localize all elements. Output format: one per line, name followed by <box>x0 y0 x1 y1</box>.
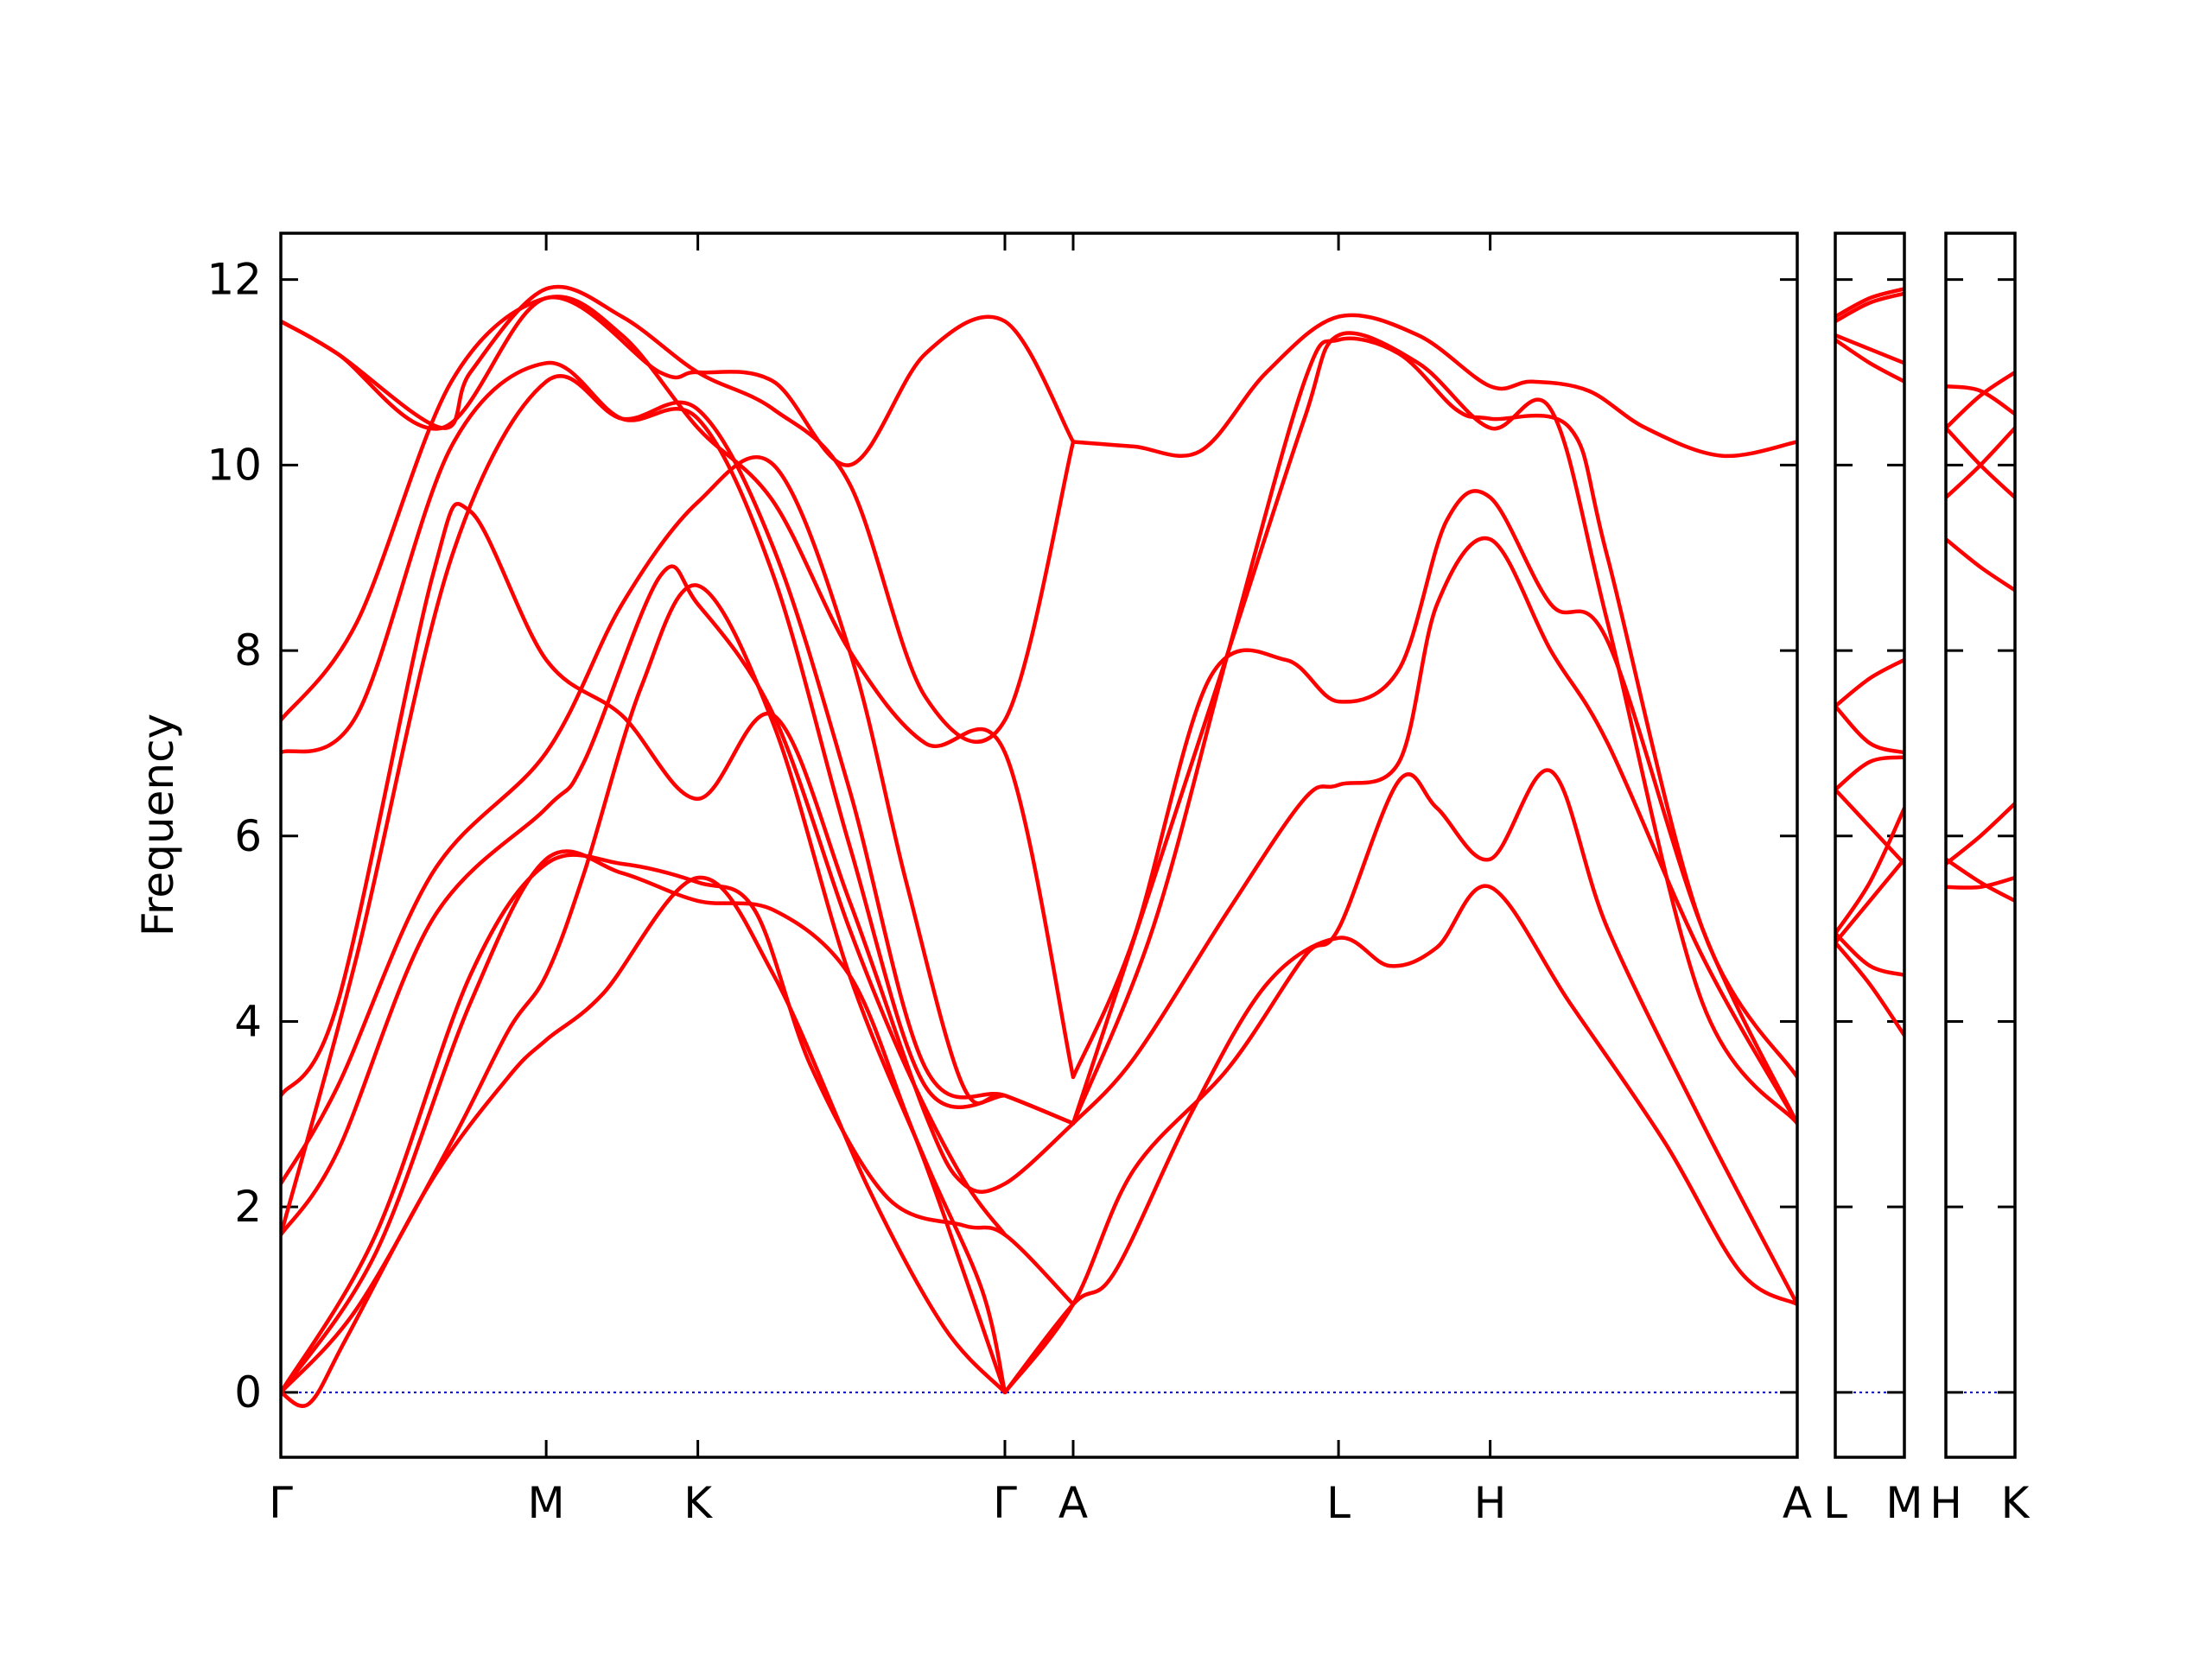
x-tick-label: M <box>528 1478 565 1528</box>
y-tick-label: 8 <box>234 625 262 676</box>
phonon-band-14 <box>1002 768 1797 1395</box>
y-tick-label: 4 <box>234 996 262 1046</box>
phonon-band-3 <box>1946 801 2015 866</box>
phonon-band-8 <box>281 374 1076 1237</box>
phonon-band-1 <box>1835 940 1904 1037</box>
phonon-band-4 <box>1835 931 1904 978</box>
phonon-band-9 <box>1835 338 1904 384</box>
band-lines <box>281 284 1797 1408</box>
x-tick-label: Γ <box>993 1478 1017 1528</box>
x-tick-label: L <box>1823 1478 1847 1528</box>
panel-frame <box>1834 232 1906 1459</box>
x-tick-label: Γ <box>269 1478 293 1528</box>
phonon-band-10 <box>1835 333 1904 365</box>
x-tick-label: M <box>1885 1478 1923 1528</box>
x-tick-label: A <box>1783 1478 1812 1528</box>
phonon-band-13 <box>1002 884 1797 1395</box>
phonon-band-2 <box>281 583 1007 1395</box>
phonon-band-4 <box>1946 537 2015 593</box>
y-tick-label: 12 <box>207 255 262 305</box>
phonon-band-12 <box>281 295 1076 467</box>
phonon-band-2 <box>1835 857 1904 945</box>
phonon-band-9 <box>281 360 1007 1109</box>
phonon-band-7 <box>281 502 1076 1194</box>
panel-frame <box>1944 232 2017 1459</box>
y-tick-label: 6 <box>234 811 262 861</box>
phonon-band-15 <box>1071 536 1797 1126</box>
y-axis-label: Frequency <box>133 714 183 936</box>
phonon-band-6 <box>281 454 1076 1186</box>
phonon-band-11 <box>1835 291 1904 324</box>
phonon-band-5 <box>1835 787 1904 866</box>
phonon-band-18 <box>1071 336 1797 1126</box>
phonon-band-7 <box>1835 704 1904 755</box>
phonon-band-8 <box>1946 384 2015 416</box>
band-lines <box>1835 287 1904 1037</box>
x-tick-label: H <box>1474 1478 1507 1528</box>
panel-frame <box>279 232 1799 1459</box>
x-tick-label: A <box>1058 1478 1088 1528</box>
x-tick-label: H <box>1929 1478 1962 1528</box>
phonon-band-16 <box>1071 489 1797 1126</box>
x-tick-label: K <box>683 1478 713 1528</box>
band-lines <box>1946 370 2015 904</box>
phonon-band-5 <box>281 564 1007 1237</box>
phonon-band-17 <box>1071 331 1797 1126</box>
y-tick-label: 2 <box>234 1182 262 1232</box>
y-tick-label: 0 <box>234 1367 262 1418</box>
phonon-band-2 <box>1946 857 2015 904</box>
phonon-band-1 <box>281 875 1007 1408</box>
phonon-band-4 <box>281 853 1076 1395</box>
x-tick-label: K <box>2001 1478 2031 1528</box>
phonon-band-3 <box>1835 806 1904 936</box>
phonon-band-8 <box>1835 657 1904 708</box>
phonon-band-19 <box>1071 313 1797 459</box>
phonon-band-1 <box>1946 875 2015 890</box>
phonon-band-7 <box>1946 370 2015 430</box>
phonon-band-6 <box>1835 755 1904 792</box>
phonon-band-10 <box>281 295 1076 1080</box>
phonon-band-3 <box>281 849 1007 1395</box>
y-tick-label: 10 <box>207 440 262 490</box>
phonon-band-12 <box>1835 287 1904 319</box>
x-tick-label: L <box>1326 1478 1351 1528</box>
phonon-band-6 <box>1946 426 2015 500</box>
